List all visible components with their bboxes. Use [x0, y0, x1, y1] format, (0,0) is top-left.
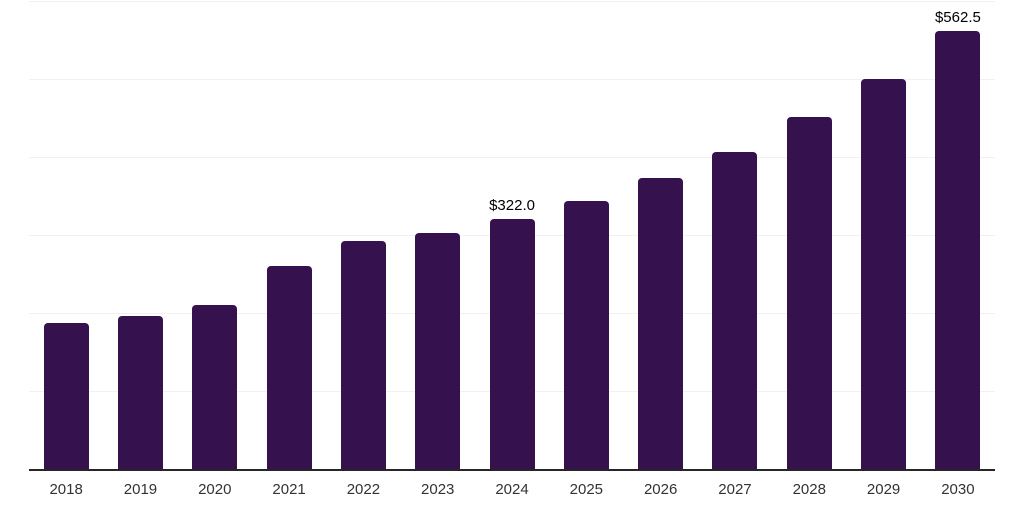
bar-slot-2027 — [698, 2, 772, 470]
gridline-400 — [29, 157, 995, 159]
bar-2028[interactable] — [786, 117, 832, 470]
x-tick-label-2018: 2018 — [49, 481, 83, 498]
bar-slot-2022 — [326, 2, 400, 470]
x-tick-label-2025: 2025 — [569, 481, 604, 498]
x-tick-label-2030: 2030 — [941, 481, 975, 498]
bar-value-label-2024: $322.0 — [489, 196, 535, 214]
x-tick-label-2023: 2023 — [421, 481, 455, 498]
x-tick-label-2028: 2028 — [792, 481, 826, 498]
bar-slot-2019 — [103, 2, 177, 470]
bar-2025[interactable] — [563, 200, 609, 470]
bar-value-label-2030: $562.5 — [934, 9, 981, 27]
x-tick-label-2024: 2024 — [495, 481, 529, 498]
plot-area: $322.0 $562.5 — [29, 1, 995, 471]
bar-2026[interactable] — [638, 177, 684, 470]
gridline-500 — [29, 79, 995, 80]
bar-2022[interactable] — [340, 241, 386, 470]
x-tick-label-2020: 2020 — [198, 481, 232, 498]
x-axis-labels: 2018 2019 2020 2021 2022 2023 2024 2025 2026 2027… — [29, 480, 995, 500]
x-tick-label-2029: 2029 — [866, 481, 901, 498]
bar-2023[interactable] — [415, 232, 461, 470]
x-tick-label-2021: 2021 — [272, 481, 306, 498]
gridline-600 — [29, 1, 995, 2]
bar-slot-2024: $322.0 — [475, 2, 549, 470]
bar-slot-2028 — [772, 2, 846, 470]
bar-2018[interactable] — [43, 322, 89, 470]
bar-slot-2026 — [624, 2, 698, 470]
bar-2021[interactable] — [266, 266, 312, 470]
bars-container: $322.0 $562.5 — [29, 2, 995, 470]
bar-slot-2020 — [178, 2, 252, 470]
x-tick-label-2019: 2019 — [123, 481, 158, 498]
bar-2020[interactable] — [192, 304, 238, 470]
bar-slot-2029 — [846, 2, 920, 470]
x-tick-label-2022: 2022 — [346, 481, 381, 498]
x-axis-line — [29, 469, 995, 471]
x-tick-label-2027: 2027 — [718, 481, 752, 498]
bar-slot-2021 — [252, 2, 326, 470]
bar-slot-2030: $562.5 — [921, 2, 995, 470]
bar-slot-2018 — [29, 2, 103, 470]
bar-2024[interactable] — [489, 218, 535, 470]
x-tick-label-2026: 2026 — [643, 481, 678, 498]
bar-2019[interactable] — [117, 316, 163, 470]
bar-slot-2023 — [401, 2, 475, 470]
bar-2030[interactable] — [935, 31, 981, 470]
bar-2029[interactable] — [861, 79, 907, 470]
bar-2027[interactable] — [712, 151, 758, 470]
bar-slot-2025 — [549, 2, 623, 470]
